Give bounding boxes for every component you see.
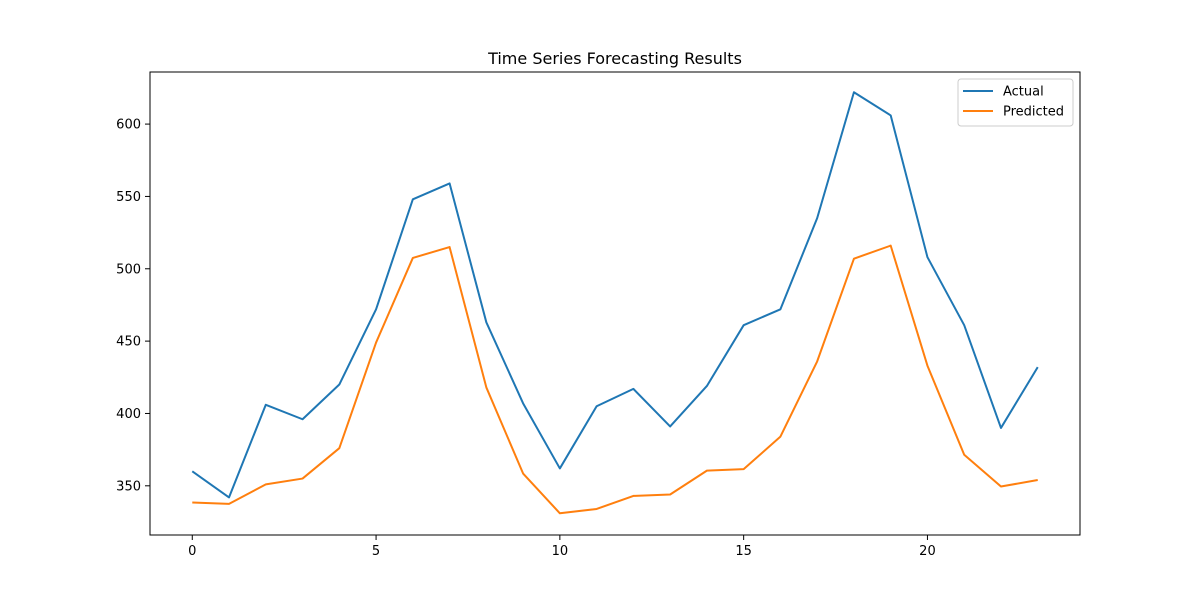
y-tick-label: 350 <box>116 479 141 494</box>
y-tick-label: 450 <box>116 335 141 350</box>
y-tick-label: 400 <box>116 407 141 422</box>
legend-label-predicted: Predicted <box>1003 105 1064 120</box>
y-axis-ticks: 350 400 450 500 550 600 <box>116 118 150 494</box>
plot-area-frame <box>149 71 1081 536</box>
legend: Actual Predicted <box>957 78 1074 127</box>
series-line-actual <box>191 91 1039 499</box>
legend-label-actual: Actual <box>1003 85 1044 100</box>
chart-title: Time Series Forecasting Results <box>487 49 742 68</box>
x-tick-label: 20 <box>919 544 936 559</box>
y-tick-label: 600 <box>116 118 141 133</box>
x-axis-ticks: 0 5 10 15 20 <box>188 535 936 559</box>
x-tick-label: 10 <box>552 544 569 559</box>
series-layer <box>191 91 1039 515</box>
y-tick-label: 500 <box>116 262 141 277</box>
x-tick-label: 5 <box>372 544 380 559</box>
y-tick-label: 550 <box>116 190 141 205</box>
x-tick-label: 15 <box>735 544 752 559</box>
x-tick-label: 0 <box>188 544 196 559</box>
series-line-predicted <box>192 244 1038 515</box>
